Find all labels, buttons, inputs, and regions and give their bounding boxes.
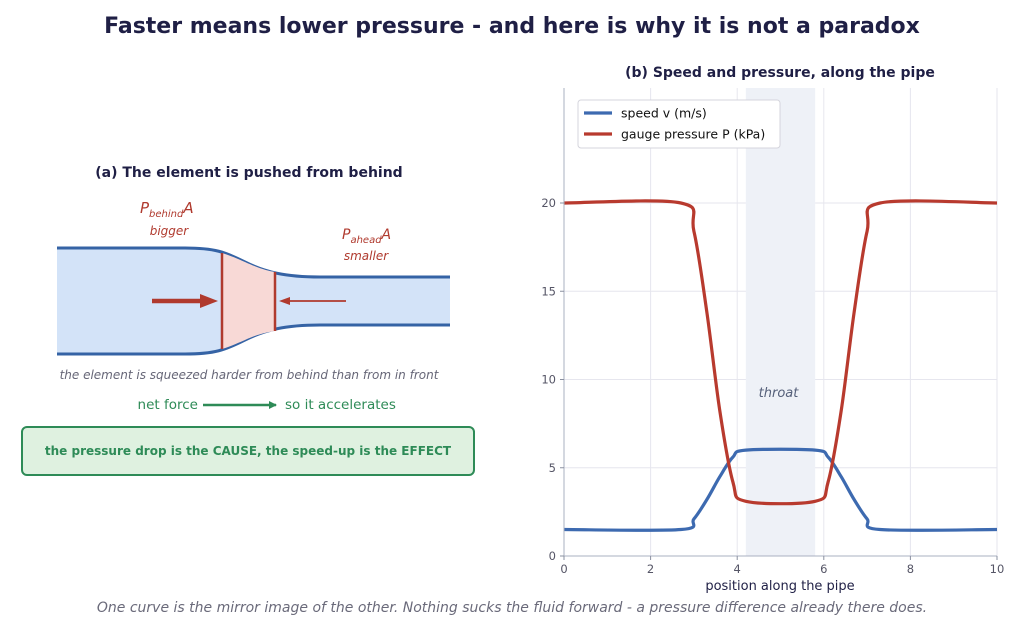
callout-box <box>21 426 475 476</box>
y-tick-label: 20 <box>541 196 556 210</box>
legend-box <box>577 99 781 149</box>
callout-text: the pressure drop is the CAUSE, the spee… <box>45 444 452 458</box>
squeeze-caption: the element is squeezed harder from behi… <box>60 368 440 382</box>
x-tick-label: 8 <box>907 562 914 576</box>
main-title: Faster means lower pressure - and here i… <box>104 14 920 39</box>
chart-series <box>563 199 998 532</box>
force-ahead-arrow <box>279 297 346 305</box>
net-force-label: net force <box>138 397 198 413</box>
chart-axes <box>563 88 997 557</box>
throat-label: throat <box>759 386 800 401</box>
x-tick-label: 10 <box>990 562 1005 576</box>
throat-region: throat <box>745 88 816 556</box>
pressure-line <box>563 199 998 506</box>
force-behind-note: bigger <box>150 224 190 238</box>
force-behind-label: PbehindA <box>140 199 194 220</box>
y-tick-label: 5 <box>549 461 556 475</box>
legend-entry: gauge pressure P (kPa) <box>621 127 765 142</box>
x-axis-label: position along the pipe <box>705 579 854 594</box>
chart-title: (b) Speed and pressure, along the pipe <box>625 65 935 81</box>
footer-caption: One curve is the mirror image of the oth… <box>96 600 928 616</box>
force-behind-arrow <box>152 294 218 308</box>
panel-a-title: (a) The element is pushed from behind <box>95 165 402 181</box>
chart-ticks: 0 2 4 6 8 10 0 5 10 15 20 <box>541 196 1004 576</box>
y-tick-label: 10 <box>541 373 556 387</box>
x-tick-label: 4 <box>734 562 741 576</box>
speed-line <box>563 447 998 532</box>
force-ahead-label: PaheadA <box>342 227 391 246</box>
y-tick-label: 15 <box>541 284 556 298</box>
legend-entry: speed v (m/s) <box>621 106 707 121</box>
force-ahead-note: smaller <box>344 249 389 263</box>
throat-band <box>745 88 816 556</box>
fluid-element <box>222 253 275 349</box>
chart-legend: speed v (m/s) gauge pressure P (kPa) <box>577 99 781 149</box>
panel-b: (b) Speed and pressure, along the pipe t… <box>541 65 1004 594</box>
x-tick-label: 0 <box>560 562 567 576</box>
accelerates-label: so it accelerates <box>285 397 396 413</box>
x-tick-label: 6 <box>820 562 827 576</box>
y-tick-label: 0 <box>549 549 556 563</box>
x-tick-label: 2 <box>647 562 654 576</box>
panel-a: (a) The element is pushed from behind Pb… <box>21 165 475 476</box>
